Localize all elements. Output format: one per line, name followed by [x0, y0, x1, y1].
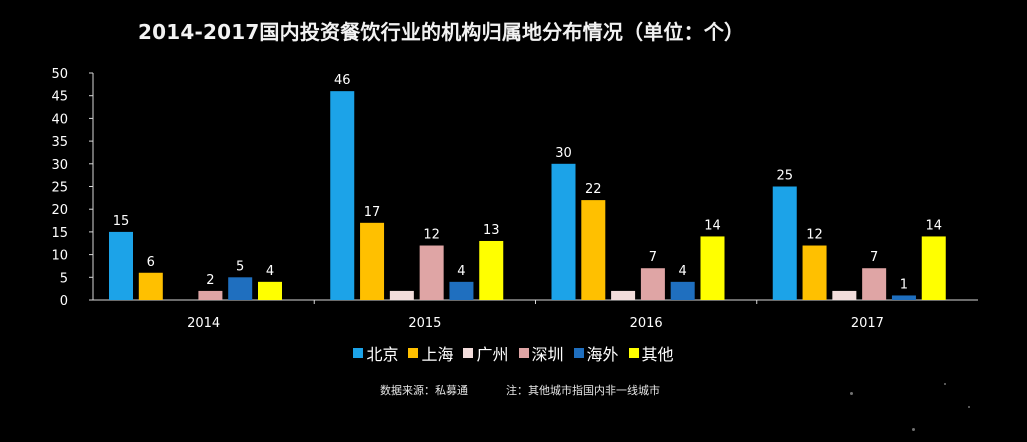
- y-tick-label: 0: [60, 294, 68, 309]
- bar-上海-2016: [581, 200, 606, 300]
- bar-上海-2017: [802, 245, 827, 300]
- data-label: 12: [806, 228, 823, 243]
- data-label: 5: [236, 259, 244, 274]
- legend-label: 上海: [421, 345, 454, 364]
- bar-上海-2014: [138, 272, 163, 300]
- legend-item: 上海: [408, 341, 453, 365]
- bar-其他-2016: [700, 236, 725, 300]
- data-label: 14: [704, 218, 721, 233]
- legend-label: 海外: [586, 345, 619, 364]
- decorative-sparkle: [850, 392, 853, 395]
- data-label: 4: [679, 264, 687, 279]
- bar-其他-2015: [479, 240, 504, 300]
- bar-深圳-2015: [419, 245, 444, 300]
- data-label: 15: [113, 214, 130, 229]
- y-tick-label: 25: [51, 181, 68, 196]
- decorative-sparkle: [912, 428, 915, 431]
- bar-广州-2015: [389, 290, 414, 300]
- legend-item: 深圳: [518, 341, 564, 365]
- y-tick-label: 30: [51, 158, 68, 173]
- bar-海外-2014: [228, 277, 253, 300]
- legend-swatch: [463, 348, 474, 358]
- other-cities-note: 注：其他城市指国内非一线城市: [506, 384, 660, 397]
- data-label: 7: [870, 250, 878, 265]
- y-axis: 0 5 10 15 20 25 30 35 40 45 50: [51, 67, 94, 309]
- bar-广州-2016: [611, 290, 636, 300]
- y-tick-label: 5: [60, 271, 68, 286]
- legend-item: 广州: [463, 341, 509, 365]
- legend-item: 海外: [573, 341, 619, 365]
- data-label: 7: [649, 250, 657, 265]
- bar-海外-2017: [891, 295, 916, 300]
- legend-swatch: [628, 348, 639, 358]
- y-tick-label: 45: [51, 90, 68, 105]
- data-label: 13: [483, 223, 500, 238]
- data-label: 4: [266, 264, 274, 279]
- data-label: 12: [423, 228, 440, 243]
- data-label: 1: [900, 277, 908, 292]
- x-tick-label: 2014: [187, 316, 220, 331]
- bar-深圳-2017: [862, 268, 887, 300]
- legend-swatch: [408, 348, 419, 358]
- y-tick-label: 10: [51, 249, 68, 264]
- bar-北京-2014: [109, 231, 133, 300]
- bar-其他-2017: [921, 236, 946, 300]
- decorative-sparkle: [968, 406, 970, 408]
- legend-item: 北京: [353, 341, 398, 365]
- bar-北京-2016: [551, 163, 576, 300]
- y-tick-label: 35: [51, 135, 68, 150]
- legend: 北京 上海 广州 深圳 海外 其他: [0, 341, 1027, 365]
- chart-title: 2014-2017国内投资餐饮行业的机构归属地分布情况（单位：个）: [138, 20, 745, 44]
- bar-其他-2014: [258, 281, 282, 300]
- data-label: 14: [925, 218, 942, 233]
- y-tick-label: 50: [51, 67, 68, 82]
- y-tick-label: 15: [51, 226, 68, 241]
- bar-深圳-2016: [640, 268, 665, 300]
- decorative-sparkle: [944, 383, 946, 385]
- data-label: 22: [585, 182, 602, 197]
- data-label: 6: [147, 255, 155, 270]
- legend-swatch: [573, 348, 584, 358]
- legend-label: 广州: [476, 345, 509, 364]
- data-label: 25: [776, 169, 793, 184]
- x-tick-label: 2016: [630, 316, 663, 331]
- data-label: 30: [555, 146, 572, 161]
- legend-item: 其他: [628, 341, 674, 365]
- x-tick-label: 2017: [851, 316, 884, 331]
- bar-深圳-2014: [198, 290, 223, 300]
- data-label: 17: [364, 205, 381, 220]
- bar-海外-2015: [449, 281, 474, 300]
- bar-广州-2017: [832, 290, 857, 300]
- data-label: 2: [206, 273, 214, 288]
- bar-北京-2017: [772, 186, 797, 300]
- bar-海外-2016: [670, 281, 695, 300]
- y-tick-label: 20: [51, 203, 68, 218]
- legend-swatch: [518, 348, 529, 358]
- y-tick-label: 40: [51, 112, 68, 127]
- data-label: 46: [334, 73, 351, 88]
- legend-label: 其他: [641, 345, 674, 364]
- bars: [109, 91, 946, 300]
- legend-label: 北京: [366, 345, 399, 364]
- bar-北京-2015: [330, 91, 355, 300]
- data-label: 4: [457, 264, 465, 279]
- footnote: 数据来源：私募通 注：其他城市指国内非一线城市: [380, 382, 660, 398]
- data-source-note: 数据来源：私募通: [380, 384, 468, 397]
- legend-swatch: [353, 348, 364, 358]
- x-axis: 2014 2015 2016 2017: [93, 299, 978, 331]
- bar-上海-2015: [360, 222, 385, 300]
- legend-label: 深圳: [531, 345, 564, 364]
- x-tick-label: 2015: [408, 316, 441, 331]
